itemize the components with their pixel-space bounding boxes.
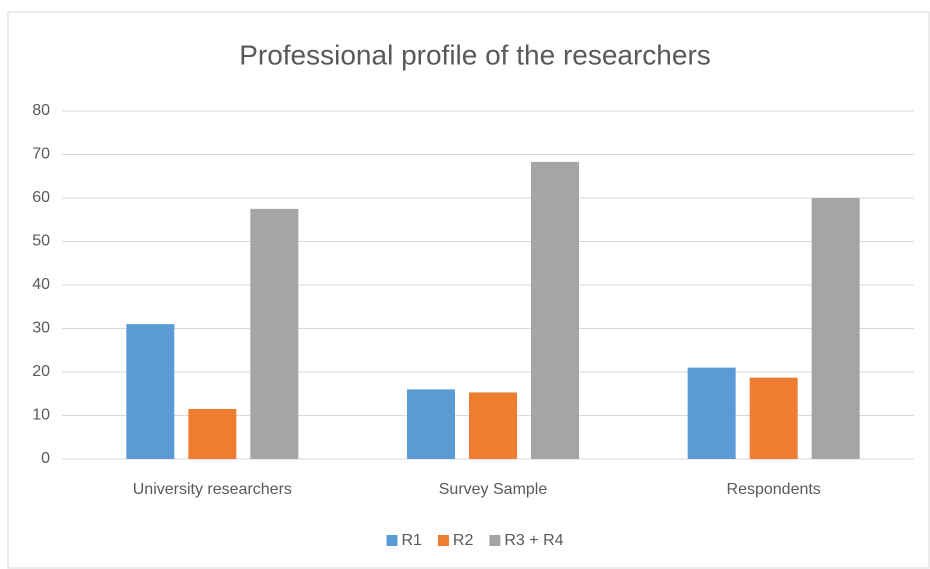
- chart-border: [7, 11, 930, 569]
- bar: [188, 408, 237, 459]
- legend-label: R3 + R4: [504, 532, 563, 549]
- y-tick-label: 10: [32, 407, 50, 424]
- x-tick-label: University researchers: [133, 481, 292, 498]
- x-tick-label: Respondents: [727, 481, 821, 498]
- y-tick-label: 80: [32, 102, 50, 119]
- bar: [407, 389, 455, 459]
- y-tick-label: 40: [32, 276, 50, 293]
- bar: [687, 367, 736, 459]
- y-tick-label: 30: [32, 320, 50, 337]
- y-tick-label: 20: [32, 363, 50, 380]
- bar: [250, 208, 299, 459]
- y-tick-label: 60: [32, 189, 50, 206]
- bar: [749, 377, 798, 459]
- bar: [126, 324, 175, 459]
- y-tick-label: 70: [32, 146, 50, 163]
- y-tick-label: 50: [32, 233, 50, 250]
- x-tick-label: Survey Sample: [439, 481, 548, 498]
- chart-title: Professional profile of the researchers: [239, 39, 711, 70]
- legend-swatch: [386, 535, 398, 546]
- y-tick-label: 0: [41, 450, 50, 467]
- bar: [531, 161, 579, 459]
- legend-label: R1: [401, 532, 422, 549]
- bar: [469, 392, 517, 459]
- legend-swatch: [489, 535, 501, 546]
- bar: [811, 198, 860, 459]
- legend-label: R2: [453, 532, 474, 549]
- legend-swatch: [437, 535, 449, 546]
